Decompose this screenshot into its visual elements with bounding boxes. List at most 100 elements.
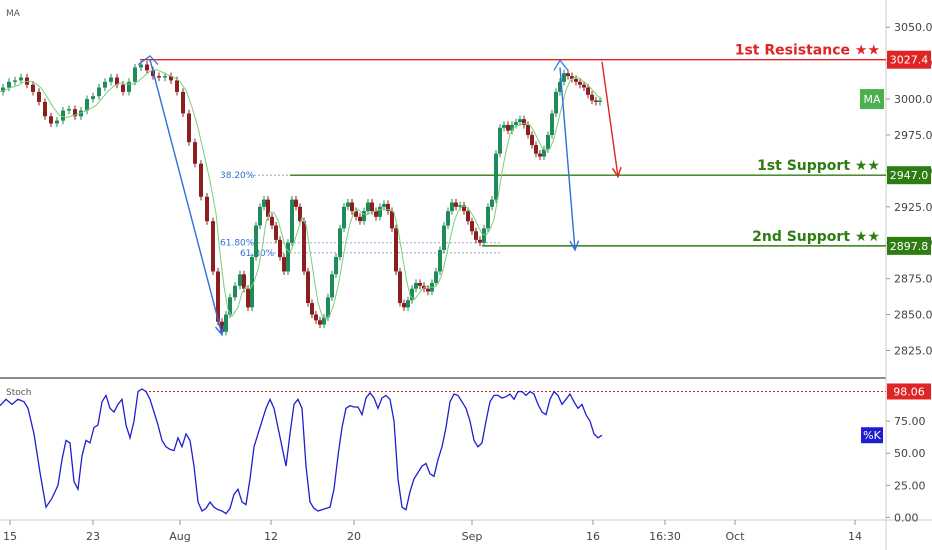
candle-body: [390, 211, 394, 229]
candle-body: [270, 216, 274, 226]
blue-down-arrow-1-shaft: [149, 59, 223, 335]
time-tick-label: 12: [264, 530, 278, 543]
candle-body: [598, 100, 602, 102]
candle-body: [490, 199, 494, 207]
red-down-arrow-head: [611, 166, 622, 179]
candle-body: [330, 274, 334, 298]
candle-body: [7, 81, 11, 88]
candle-body: [37, 91, 41, 102]
time-tick-label: Oct: [725, 530, 745, 543]
candle-body: [478, 239, 482, 243]
candle-body: [518, 119, 522, 123]
candle-body: [157, 76, 161, 78]
candle-body: [346, 202, 350, 207]
candle-body: [410, 288, 414, 301]
candle-body: [426, 288, 430, 292]
candle-body: [67, 109, 71, 111]
fib-label: 38.20%: [220, 171, 255, 181]
candle-body: [370, 202, 374, 212]
time-x-axis: 15 23 Aug 12 20 Sep 16 16:30 Oct 14: [3, 520, 862, 543]
candle-body: [79, 110, 83, 117]
candle-body: [205, 196, 209, 222]
candle-body: [282, 257, 286, 272]
candle-body: [414, 282, 418, 289]
red-down-arrow-shaft: [601, 61, 619, 177]
stoch-tick-label: 0.00: [894, 511, 919, 524]
ma-tag-text: MA: [863, 93, 880, 106]
candle-body: [310, 303, 314, 315]
support-2-price-tag: [887, 236, 931, 255]
candle-body: [187, 113, 191, 143]
candle-body: [510, 124, 514, 131]
ma-tag: [860, 89, 884, 110]
candle-body: [422, 285, 426, 289]
candle-body: [274, 225, 278, 240]
candle-body: [306, 271, 310, 304]
candle-body: [238, 274, 242, 286]
candle-body: [386, 203, 390, 212]
candle-body: [302, 221, 306, 272]
candle-body: [233, 285, 237, 298]
candle-body: [55, 120, 59, 124]
fib-label: 61.80%: [220, 239, 255, 249]
candle-body: [262, 199, 266, 207]
candle-body: [522, 119, 526, 125]
candle-body: [554, 91, 558, 114]
stoch-y-axis: 0.00 25.00 50.00 75.00: [886, 415, 926, 524]
price-tick-label: 3000.0: [894, 93, 932, 106]
candle-body: [398, 271, 402, 304]
candle-body: [586, 87, 590, 95]
candle-body: [294, 199, 298, 207]
candle-body: [406, 300, 410, 308]
candle-body: [434, 271, 438, 283]
candle-body: [378, 206, 382, 217]
candle-body: [574, 78, 578, 82]
candle-body: [13, 80, 17, 82]
candle-body: [73, 109, 77, 117]
candle-body: [530, 134, 534, 146]
candle-body: [342, 206, 346, 229]
candle-body: [482, 228, 486, 243]
candle-body: [458, 205, 462, 207]
candle-body: [127, 81, 131, 92]
candle-body: [193, 142, 197, 164]
candle-body: [498, 127, 502, 154]
stochastic-series: [0, 388, 886, 515]
stoch-k-line: [0, 388, 603, 515]
price-tick-label: 2850.0: [894, 309, 932, 322]
candle-body: [362, 211, 366, 222]
candle-body: [374, 211, 378, 217]
candle-body: [578, 81, 582, 85]
candle-body: [326, 297, 330, 318]
candle-body: [298, 206, 302, 222]
candle-body: [318, 320, 322, 325]
candle-body: [314, 314, 318, 321]
resistance-1-price-tag: [887, 50, 931, 69]
support-1-price-tag: [887, 166, 931, 185]
time-tick-label: 16:30: [649, 530, 681, 543]
candle-body: [121, 84, 125, 92]
candle-body: [145, 64, 149, 71]
moving-average-line: [0, 69, 603, 320]
blue-down-arrow-1-head: [214, 324, 225, 337]
candle-body: [502, 124, 506, 128]
support-1-label: 1st Support ★★: [757, 158, 880, 174]
candle-body: [566, 73, 570, 77]
stoch-tick-label: 50.00: [894, 447, 926, 460]
instrument-label: MA: [6, 9, 21, 19]
time-tick-label: 23: [86, 530, 100, 543]
candle-body: [97, 87, 101, 97]
candle-body: [290, 199, 294, 243]
stoch-k-tag-text: %K: [863, 429, 881, 442]
stoch-tick-label: 75.00: [894, 415, 926, 428]
price-tick-label: 2975.0: [894, 129, 932, 142]
resistance-1-label: 1st Resistance ★★: [735, 43, 880, 59]
candle-body: [175, 80, 179, 92]
candle-body: [562, 73, 566, 82]
candle-body: [538, 153, 542, 157]
candle-body: [49, 116, 53, 124]
blue-down-arrow-2-shaft: [559, 67, 576, 250]
candle-body: [546, 134, 550, 150]
